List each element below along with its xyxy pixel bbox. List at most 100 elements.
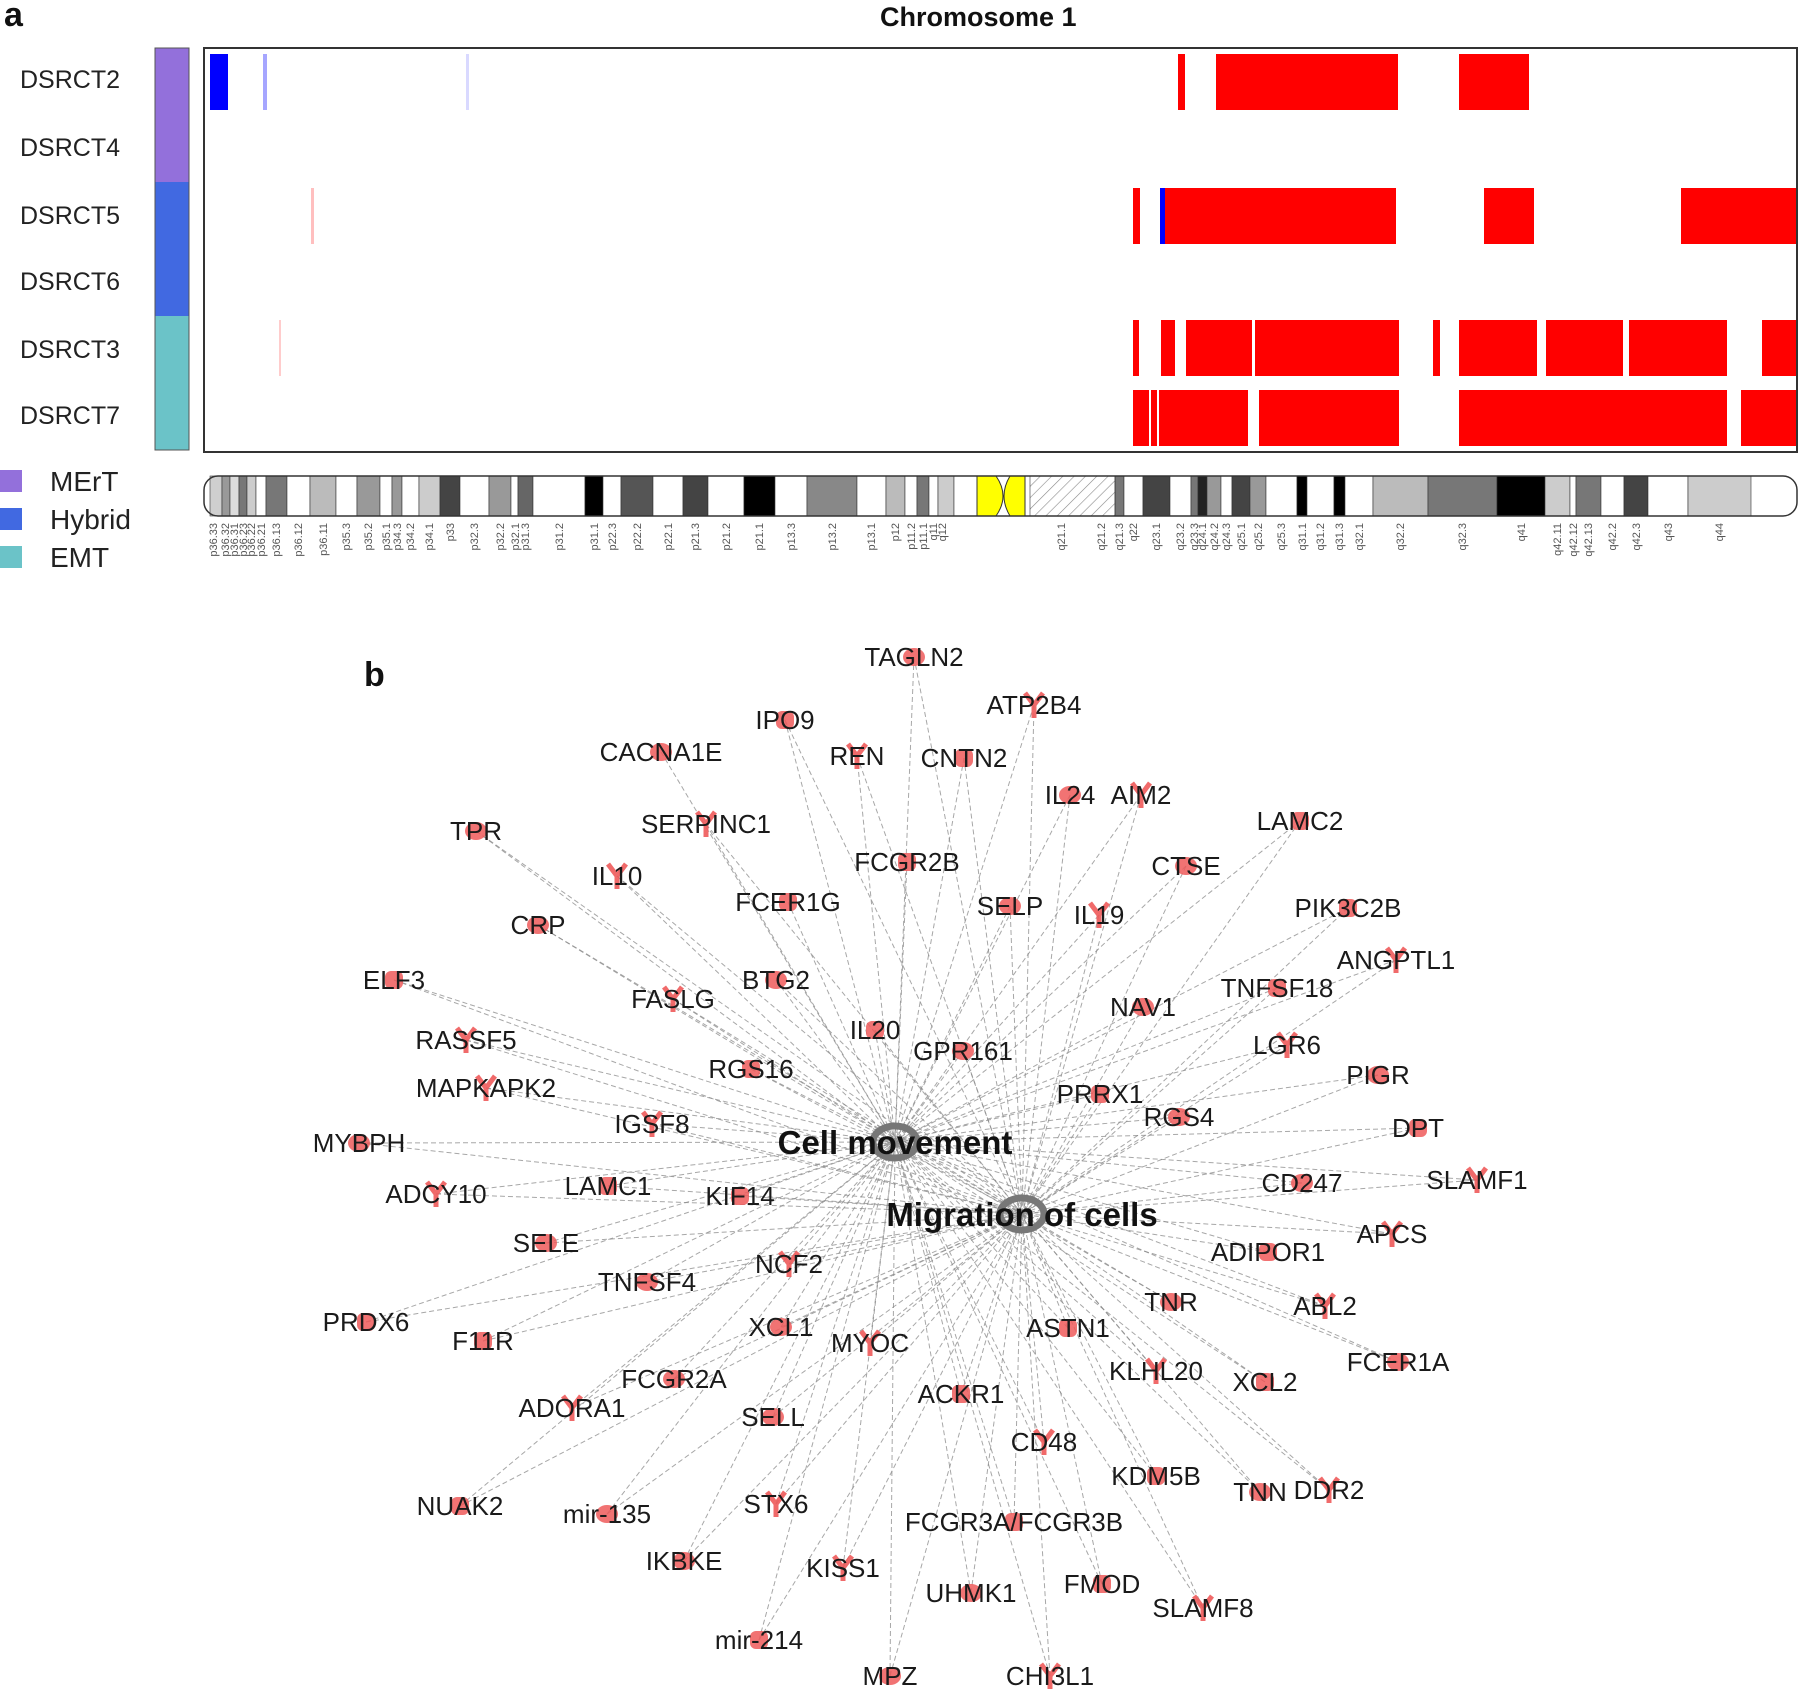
network-edge bbox=[1013, 1213, 1023, 1523]
gene-label: ELF3 bbox=[363, 965, 425, 995]
ideogram-band bbox=[1265, 475, 1298, 517]
gene-label: PIGR bbox=[1346, 1060, 1410, 1090]
network-edge bbox=[894, 861, 908, 1143]
cnv-segment bbox=[1762, 320, 1797, 376]
legend-label-hybrid: Hybrid bbox=[50, 504, 131, 535]
gene-label: FCER1G bbox=[735, 887, 840, 917]
network-edge bbox=[1021, 987, 1278, 1215]
gene-node bbox=[742, 1060, 760, 1078]
cnv-segment bbox=[1133, 188, 1140, 244]
ideogram-outline bbox=[203, 475, 1798, 517]
gene-node bbox=[535, 1234, 557, 1252]
gene-node bbox=[474, 1332, 492, 1350]
gene-label: DPT bbox=[1392, 1113, 1444, 1143]
gene-label: IL10 bbox=[592, 861, 643, 891]
gene-node bbox=[1259, 1243, 1277, 1261]
network-edge bbox=[475, 830, 896, 1143]
legend-swatch-mert bbox=[0, 470, 22, 492]
band-label: p36.13 bbox=[271, 523, 283, 557]
network-edge bbox=[780, 1213, 1023, 1328]
ideogram-band bbox=[391, 475, 403, 517]
band-label: q32.3 bbox=[1457, 523, 1469, 551]
band-label: q25.1 bbox=[1236, 523, 1248, 551]
network-edge bbox=[1021, 1213, 1172, 1303]
gene-node bbox=[1249, 1483, 1271, 1501]
ideogram-band bbox=[707, 475, 745, 517]
network-edge bbox=[894, 794, 1142, 1143]
network-edge bbox=[894, 1141, 962, 1395]
network-edge bbox=[894, 820, 1301, 1143]
ideogram-band bbox=[1600, 475, 1625, 517]
network-edge bbox=[1021, 1213, 1399, 1363]
gene-label: ATP2B4 bbox=[987, 690, 1082, 720]
ideogram-band bbox=[459, 475, 490, 517]
network-edge bbox=[758, 1141, 896, 1641]
ideogram-band bbox=[1190, 475, 1199, 517]
gene-label: TNFSF18 bbox=[1221, 973, 1334, 1003]
ideogram-band bbox=[620, 475, 654, 517]
cnv-segments bbox=[210, 54, 1797, 446]
gene-nodes: TAGLN2 ATP2B4 IPO9 CACNA1E REN CNTN2 IL24 AIM2 L… bbox=[313, 642, 1528, 1691]
network-edge bbox=[1021, 1213, 1326, 1307]
network-edge bbox=[705, 823, 1023, 1215]
network-edge bbox=[1021, 1213, 1103, 1585]
gene-node bbox=[475, 1074, 497, 1101]
network-edge bbox=[537, 924, 1023, 1215]
ideogram-band bbox=[335, 475, 358, 517]
network-edge bbox=[962, 1050, 1023, 1215]
cnv-segment bbox=[466, 54, 469, 110]
cnv-segment bbox=[263, 54, 267, 110]
gene-label: MYBPH bbox=[313, 1128, 405, 1158]
ideogram-band bbox=[1496, 475, 1546, 517]
network-edge bbox=[482, 1213, 1023, 1342]
network-edge bbox=[1021, 1213, 1204, 1609]
gene-label: LGR6 bbox=[1253, 1030, 1321, 1060]
gene-label: CD48 bbox=[1011, 1427, 1077, 1457]
gene-label: KISS1 bbox=[806, 1553, 880, 1583]
sample-label: DSRCT3 bbox=[20, 336, 121, 364]
network-edge bbox=[1009, 905, 1023, 1215]
gene-node bbox=[955, 749, 973, 767]
gene-node bbox=[1381, 1220, 1403, 1247]
gene-label: MPZ bbox=[863, 1661, 918, 1691]
gene-node bbox=[1091, 1085, 1109, 1103]
network-edge bbox=[894, 914, 1100, 1143]
network-edge bbox=[1021, 1213, 1157, 1477]
network-edge bbox=[1021, 1182, 1303, 1215]
network-edge bbox=[894, 757, 965, 1143]
band-label: p34.3 bbox=[392, 523, 404, 551]
ideogram-band bbox=[238, 475, 248, 517]
network-edge bbox=[607, 1185, 1023, 1215]
network-edge bbox=[788, 1141, 896, 1265]
hub-node bbox=[996, 1194, 1048, 1234]
gene-node bbox=[1175, 857, 1197, 875]
gene-node bbox=[1387, 1353, 1409, 1371]
band-label: q24.2 bbox=[1209, 523, 1221, 551]
gene-node bbox=[455, 1026, 477, 1053]
gene-label: TNR bbox=[1144, 1287, 1197, 1317]
gene-node bbox=[1385, 946, 1407, 973]
gene-label: IGSF8 bbox=[614, 1109, 689, 1139]
band-label: p36.12 bbox=[293, 523, 305, 557]
cnv-segment bbox=[1629, 320, 1727, 376]
network-edge bbox=[672, 998, 1023, 1215]
network-edge bbox=[787, 901, 896, 1143]
network-edge bbox=[1021, 1179, 1478, 1215]
band-label: q44 bbox=[1714, 523, 1726, 541]
gene-node bbox=[776, 711, 794, 729]
band-label: p32.1 bbox=[510, 523, 522, 551]
gene-label: CACNA1E bbox=[600, 737, 723, 767]
network-edge bbox=[705, 823, 896, 1143]
chromosome-ideogram bbox=[203, 475, 1798, 517]
band-label: q42.13 bbox=[1583, 523, 1595, 557]
cnv-segment bbox=[1133, 320, 1139, 376]
ideogram-band bbox=[1647, 475, 1689, 517]
ideogram-band bbox=[904, 475, 918, 517]
gene-label: NCF2 bbox=[755, 1249, 823, 1279]
network-edge bbox=[1021, 1116, 1180, 1215]
gene-node bbox=[879, 1667, 901, 1685]
network-edge bbox=[775, 979, 896, 1143]
network-edge bbox=[606, 1141, 896, 1515]
band-label: q21.3 bbox=[1114, 523, 1126, 551]
network-edge bbox=[683, 1141, 896, 1562]
